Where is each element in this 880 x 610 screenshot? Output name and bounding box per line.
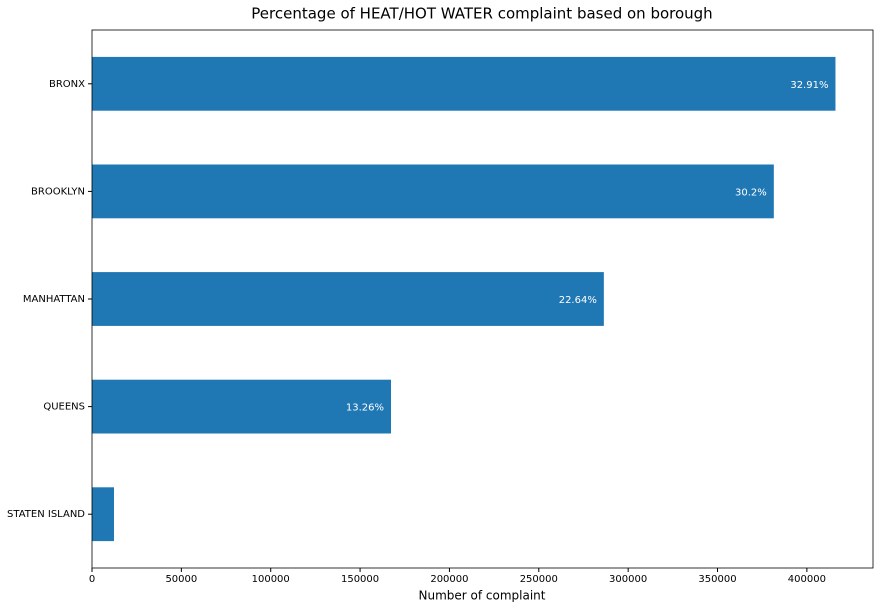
chart-title: Percentage of HEAT/HOT WATER complaint b… <box>251 5 712 23</box>
plot-frame <box>91 29 874 569</box>
x-tick-label: 100000 <box>252 574 290 585</box>
x-tick-label: 150000 <box>341 574 379 585</box>
bar-label: 32.91% <box>790 80 828 91</box>
x-tick-label: 300000 <box>609 574 647 585</box>
x-tick-label: 400000 <box>788 574 826 585</box>
y-tick-label: BRONX <box>49 79 85 90</box>
bar-label: 22.64% <box>559 295 597 306</box>
bar <box>92 272 604 326</box>
x-tick-label: 50000 <box>165 574 197 585</box>
x-tick-label: 350000 <box>698 574 736 585</box>
bar <box>92 56 836 111</box>
x-tick-label: 250000 <box>520 574 558 585</box>
bar-label: 30.2% <box>735 187 767 198</box>
y-tick-label: STATEN ISLAND <box>7 509 85 520</box>
x-tick-label: 200000 <box>430 574 468 585</box>
y-tick-label: BROOKLYN <box>31 186 85 197</box>
bar <box>92 487 114 542</box>
bar-label: 13.26% <box>346 403 384 414</box>
y-tick-label: QUEENS <box>43 402 85 413</box>
bar <box>92 379 391 434</box>
y-tick-label: MANHATTAN <box>23 294 85 305</box>
x-tick-label: 0 <box>89 574 95 585</box>
x-axis-label: Number of complaint <box>419 589 546 603</box>
bar <box>92 164 774 219</box>
